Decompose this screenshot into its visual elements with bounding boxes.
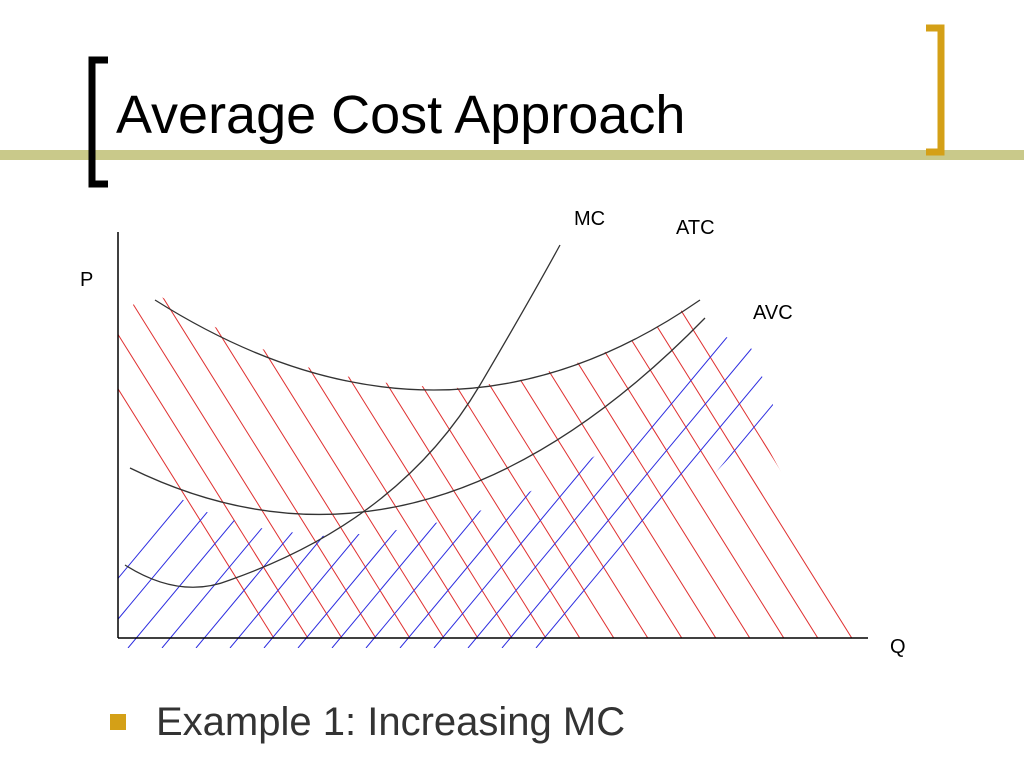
red-hatch-line [369, 290, 621, 638]
mc-label: MC [574, 208, 605, 230]
red-hatch-line [335, 290, 587, 638]
red-hatch-line [301, 290, 553, 638]
red-hatch-line [165, 290, 417, 638]
red-hatch-line [675, 290, 860, 638]
square-bullet-icon [110, 714, 126, 730]
red-hatch-line [131, 290, 383, 638]
atc-label: ATC [676, 217, 715, 239]
blue-hatch-line [501, 330, 775, 648]
accent-bar [0, 150, 1024, 160]
blue-hatch-region [118, 300, 1024, 648]
x-axis-label: Q [890, 636, 906, 658]
avc-label: AVC [753, 302, 793, 324]
bullet-text: Example 1: Increasing MC [156, 699, 626, 744]
red-hatch-line [118, 290, 349, 638]
avc-curve [129, 317, 706, 516]
red-hatch-line [233, 290, 485, 638]
red-hatch-line [437, 290, 689, 638]
red-hatch-line [709, 290, 860, 638]
red-hatch-line [607, 290, 859, 638]
red-hatch-line [471, 290, 723, 638]
red-hatch-region [118, 290, 860, 638]
blue-hatch-line [808, 300, 1024, 648]
mc-curve [124, 244, 561, 588]
y-axis-label: P [80, 269, 93, 291]
blue-hatch-line [467, 330, 759, 648]
left-bracket-icon [88, 56, 108, 188]
red-hatch-line [118, 290, 315, 638]
bullet-item: Example 1: Increasing MC [110, 694, 625, 750]
blue-hatch-line [739, 330, 775, 648]
red-hatch-line [267, 290, 519, 638]
blue-hatch-line [535, 330, 775, 648]
blue-hatch-line [773, 330, 775, 648]
right-bracket-icon [926, 24, 945, 156]
red-hatch-line [199, 290, 451, 638]
atc-curve [154, 299, 701, 391]
page-title: Average Cost Approach [116, 85, 686, 145]
red-hatch-line [403, 290, 655, 638]
red-hatch-line [118, 290, 281, 638]
